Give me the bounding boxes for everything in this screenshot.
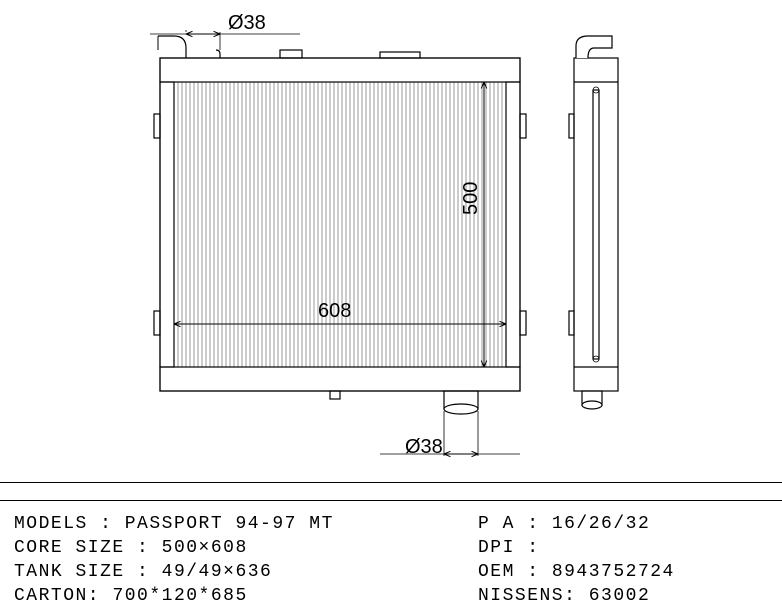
dim-label-500: 500 <box>460 182 483 215</box>
drawing-svg <box>0 0 782 480</box>
spec-tank: TANK SIZE : 49/49×636 <box>14 562 478 582</box>
spec-carton-value: 700*120*685 <box>112 586 247 606</box>
spec-nissens-label: NISSENS: <box>478 586 576 606</box>
spec-dpi-label: DPI : <box>478 538 540 558</box>
spec-carton: CARTON: 700*120*685 <box>14 586 478 606</box>
spec-pa: P A : 16/26/32 <box>478 514 768 534</box>
spec-oem-value: 8943752724 <box>552 562 675 582</box>
spec-right-column: P A : 16/26/32 DPI : OEM : 8943752724 NI… <box>478 514 768 606</box>
spec-table: MODELS : PASSPORT 94-97 MT CORE SIZE : 5… <box>0 510 782 610</box>
spec-oem: OEM : 8943752724 <box>478 562 768 582</box>
spec-left-column: MODELS : PASSPORT 94-97 MT CORE SIZE : 5… <box>14 514 478 606</box>
spec-pa-label: P A : <box>478 514 540 534</box>
spec-pa-value: 16/26/32 <box>552 514 650 534</box>
spec-tank-label: TANK SIZE : <box>14 562 149 582</box>
spec-core-value: 500×608 <box>162 538 248 558</box>
dim-label-608: 608 <box>318 300 351 323</box>
spec-dpi: DPI : <box>478 538 768 558</box>
spec-nissens: NISSENS: 63002 <box>478 586 768 606</box>
spec-models-label: MODELS : <box>14 514 112 534</box>
dim-label-38-bot: Ø38 <box>405 436 443 459</box>
spec-models: MODELS : PASSPORT 94-97 MT <box>14 514 478 534</box>
divider-line-bottom <box>0 500 782 501</box>
spec-tank-value: 49/49×636 <box>162 562 273 582</box>
spec-nissens-value: 63002 <box>589 586 651 606</box>
spec-carton-label: CARTON: <box>14 586 100 606</box>
spec-models-value: PASSPORT 94-97 MT <box>125 514 334 534</box>
dim-label-38-top: Ø38 <box>228 12 266 35</box>
divider-line-top <box>0 482 782 483</box>
spec-core-label: CORE SIZE : <box>14 538 149 558</box>
spec-core: CORE SIZE : 500×608 <box>14 538 478 558</box>
spec-oem-label: OEM : <box>478 562 540 582</box>
technical-drawing: Ø38 Ø38 608 500 <box>0 0 782 480</box>
